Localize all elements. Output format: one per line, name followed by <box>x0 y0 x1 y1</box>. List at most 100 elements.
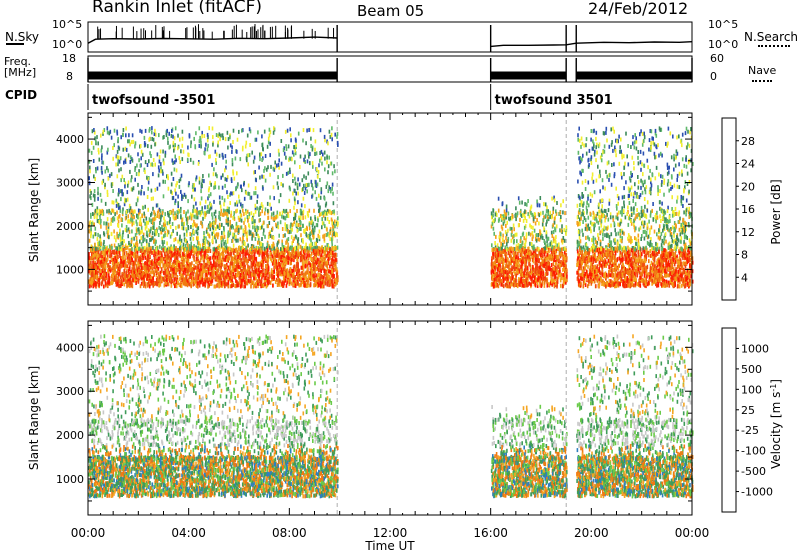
power-data-cell <box>215 210 217 214</box>
power-data-cell <box>102 276 104 280</box>
power-data-cell <box>278 225 280 229</box>
power-data-cell <box>117 159 119 163</box>
power-data-cell <box>127 139 129 143</box>
power-data-cell <box>97 233 99 237</box>
power-data-cell <box>211 212 213 216</box>
power-data-cell <box>249 127 251 131</box>
power-data-cell <box>143 191 145 195</box>
power-data-cell <box>159 245 161 249</box>
power-data-cell <box>303 158 305 162</box>
power-data-cell <box>280 220 282 224</box>
power-data-cell <box>262 273 264 277</box>
power-data-cell <box>294 177 296 181</box>
power-data-cell <box>136 236 138 240</box>
power-data-cell <box>95 169 97 173</box>
power-data-cell <box>302 139 304 143</box>
power-data-cell <box>162 211 164 215</box>
power-data-cell <box>299 269 301 273</box>
power-data-cell <box>172 135 174 139</box>
power-data-cell <box>221 236 223 240</box>
power-data-cell <box>111 172 113 176</box>
power-data-cell <box>170 273 172 277</box>
power-data-cell <box>147 144 149 148</box>
power-data-cell <box>120 135 122 139</box>
power-data-cell <box>106 209 108 213</box>
power-data-cell <box>331 211 333 215</box>
power-data-cell <box>249 192 251 196</box>
power-data-cell <box>237 185 239 189</box>
power-data-cell <box>194 222 196 226</box>
power-data-cell <box>97 141 99 145</box>
power-data-cell <box>131 240 133 244</box>
power-data-cell <box>252 234 254 238</box>
power-data-cell <box>132 279 134 283</box>
power-data-cell <box>318 209 320 213</box>
power-data-cell <box>153 158 155 162</box>
power-data-cell <box>161 267 163 271</box>
power-data-cell <box>89 149 91 153</box>
power-data-cell <box>190 225 192 229</box>
power-data-cell <box>137 243 139 247</box>
power-data-cell <box>122 133 124 137</box>
power-data-cell <box>303 174 305 178</box>
power-data-cell <box>162 169 164 173</box>
power-data-cell <box>146 239 148 243</box>
power-data-cell <box>118 168 120 172</box>
power-data-cell <box>325 204 327 208</box>
power-data-cell <box>114 212 116 216</box>
power-data-cell <box>236 228 238 232</box>
power-data-cell <box>100 210 102 214</box>
noise-series-line-1 <box>491 42 692 47</box>
power-data-cell <box>212 143 214 147</box>
power-data-cell <box>187 199 189 203</box>
power-data-cell <box>244 241 246 245</box>
power-data-cell <box>318 194 320 198</box>
power-data-cell <box>219 195 221 199</box>
power-data-cell <box>308 183 310 187</box>
power-data-cell <box>167 221 169 225</box>
power-data-cell <box>249 143 251 147</box>
power-data-cell <box>181 174 183 178</box>
power-data-cell <box>310 137 312 141</box>
power-data-cell <box>321 225 323 229</box>
power-data-cell <box>129 230 131 234</box>
power-data-cell <box>271 259 273 263</box>
power-data-cell <box>285 156 287 160</box>
power-data-cell <box>239 271 241 275</box>
power-data-cell <box>107 269 109 273</box>
power-data-cell <box>240 237 242 241</box>
power-data-cell <box>311 183 313 187</box>
power-data-cell <box>97 271 99 275</box>
power-data-cell <box>232 140 234 144</box>
power-data-cell <box>246 275 248 279</box>
power-data-cell <box>245 211 247 215</box>
power-data-cell <box>293 206 295 210</box>
power-data-cell <box>251 151 253 155</box>
power-data-cell <box>281 251 283 255</box>
power-data-cell <box>225 137 227 141</box>
power-data-cell <box>89 169 91 173</box>
power-data-cell <box>265 256 267 260</box>
power-data-cell <box>287 261 289 265</box>
power-data-cell <box>321 253 323 257</box>
power-data-cell <box>228 266 230 270</box>
power-data-cell <box>260 226 262 230</box>
power-data-cell <box>127 274 129 278</box>
power-data-cell <box>329 130 331 134</box>
power-data-cell <box>226 219 228 223</box>
power-data-cell <box>165 247 167 251</box>
power-data-cell <box>316 167 318 171</box>
power-data-cell <box>319 235 321 239</box>
power-data-cell <box>249 153 251 157</box>
power-data-cell <box>166 129 168 133</box>
power-data-cell <box>168 250 170 254</box>
power-data-cell <box>247 134 249 138</box>
power-data-cell <box>306 226 308 230</box>
power-data-cell <box>175 192 177 196</box>
power-data-cell <box>225 154 227 158</box>
power-data-cell <box>262 243 264 247</box>
power-data-cell <box>283 216 285 220</box>
power-data-cell <box>125 217 127 221</box>
power-data-cell <box>152 231 154 235</box>
power-data-cell <box>330 189 332 193</box>
